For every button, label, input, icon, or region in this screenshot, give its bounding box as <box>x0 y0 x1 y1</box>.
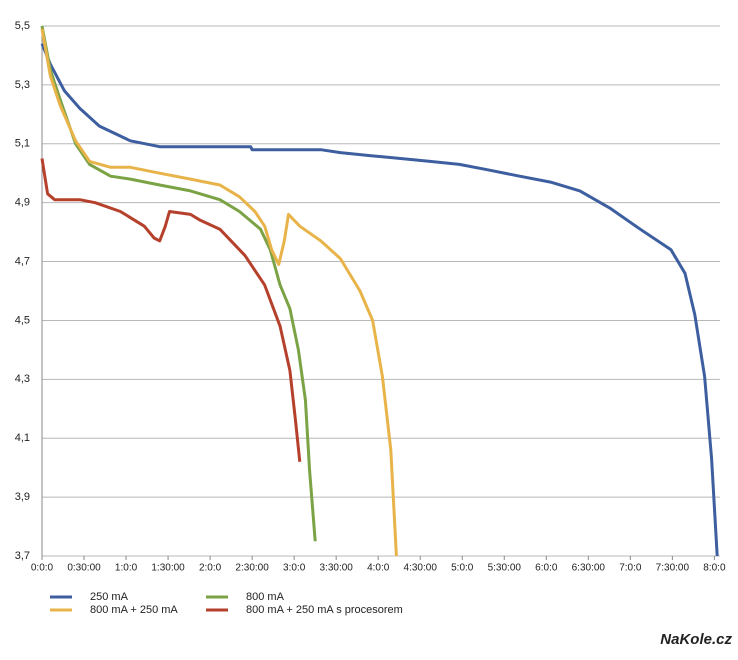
y-tick-label: 5,1 <box>15 138 30 150</box>
x-tick-label: 0:30:00 <box>67 563 101 574</box>
x-tick-label: 6:30:00 <box>572 563 606 574</box>
series-line <box>40 43 719 557</box>
y-tick-label: 3,7 <box>15 550 30 562</box>
x-tick-label: 5:30:00 <box>488 563 522 574</box>
series-line <box>40 158 302 462</box>
x-tick-label: 1:0:0 <box>115 563 138 574</box>
y-tick-label: 4,1 <box>15 432 30 444</box>
watermark: NaKole.cz <box>660 631 732 648</box>
series-line <box>40 25 317 542</box>
x-tick-label: 4:30:00 <box>404 563 438 574</box>
x-tick-label: 5:0:0 <box>451 563 474 574</box>
y-tick-label: 5,3 <box>15 79 30 91</box>
legend-label: 800 mA + 250 mA <box>90 604 178 616</box>
y-tick-label: 4,7 <box>15 255 30 267</box>
x-tick-label: 2:30:00 <box>235 563 269 574</box>
y-tick-label: 4,5 <box>15 314 30 326</box>
x-tick-label: 3:30:00 <box>319 563 353 574</box>
y-tick-label: 4,9 <box>15 197 30 209</box>
legend-label: 250 mA <box>90 591 129 603</box>
x-tick-label: 7:0:0 <box>619 563 642 574</box>
x-tick-label: 1:30:00 <box>151 563 185 574</box>
x-tick-label: 0:0:0 <box>31 563 54 574</box>
x-tick-label: 3:0:0 <box>283 563 306 574</box>
y-tick-label: 3,9 <box>15 491 30 503</box>
x-tick-label: 2:0:0 <box>199 563 222 574</box>
x-tick-label: 6:0:0 <box>535 563 558 574</box>
x-tick-label: 7:30:00 <box>656 563 690 574</box>
y-tick-label: 4,3 <box>15 373 30 385</box>
legend-label: 800 mA + 250 mA s procesorem <box>246 604 403 616</box>
legend-label: 800 mA <box>246 591 285 603</box>
x-tick-label: 8:0:0 <box>703 563 726 574</box>
series-line <box>40 28 398 557</box>
x-tick-label: 4:0:0 <box>367 563 390 574</box>
y-tick-label: 5,5 <box>15 20 30 32</box>
